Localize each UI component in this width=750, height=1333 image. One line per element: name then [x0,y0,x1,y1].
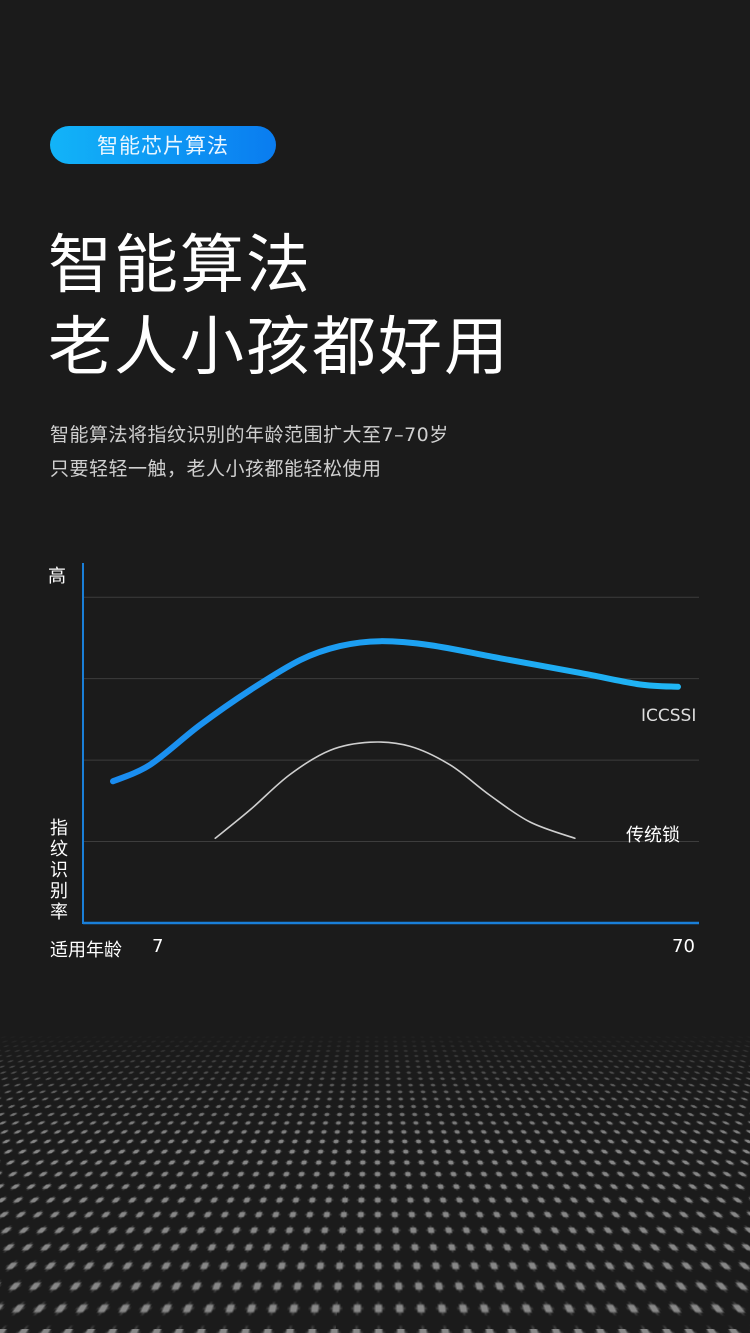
x-axis-label: 适用年龄 [50,940,122,961]
x-tick-label-start: 7 [152,936,164,957]
series-line-traditional-lock [214,741,576,840]
feature-badge: 智能芯片算法 [50,126,276,164]
series-label-iccssi: ICCSSI [641,706,697,726]
y-axis-top-label: 高 [48,566,66,587]
x-tick-label-end: 70 [672,936,695,957]
subtitle-line2: 只要轻轻一触，老人小孩都能轻松使用 [50,458,382,480]
series-label-traditional-lock: 传统锁 [626,825,680,846]
page-title: 智能算法 [48,229,312,303]
series-line-iccssi [110,638,681,785]
subtitle: 智能算法将指纹识别的年龄范围扩大至7–70岁 [50,424,449,446]
y-axis-label: 指纹识别率 [50,818,68,923]
page-title-line2: 老人小孩都好用 [48,311,510,385]
recognition-chart [82,563,699,925]
